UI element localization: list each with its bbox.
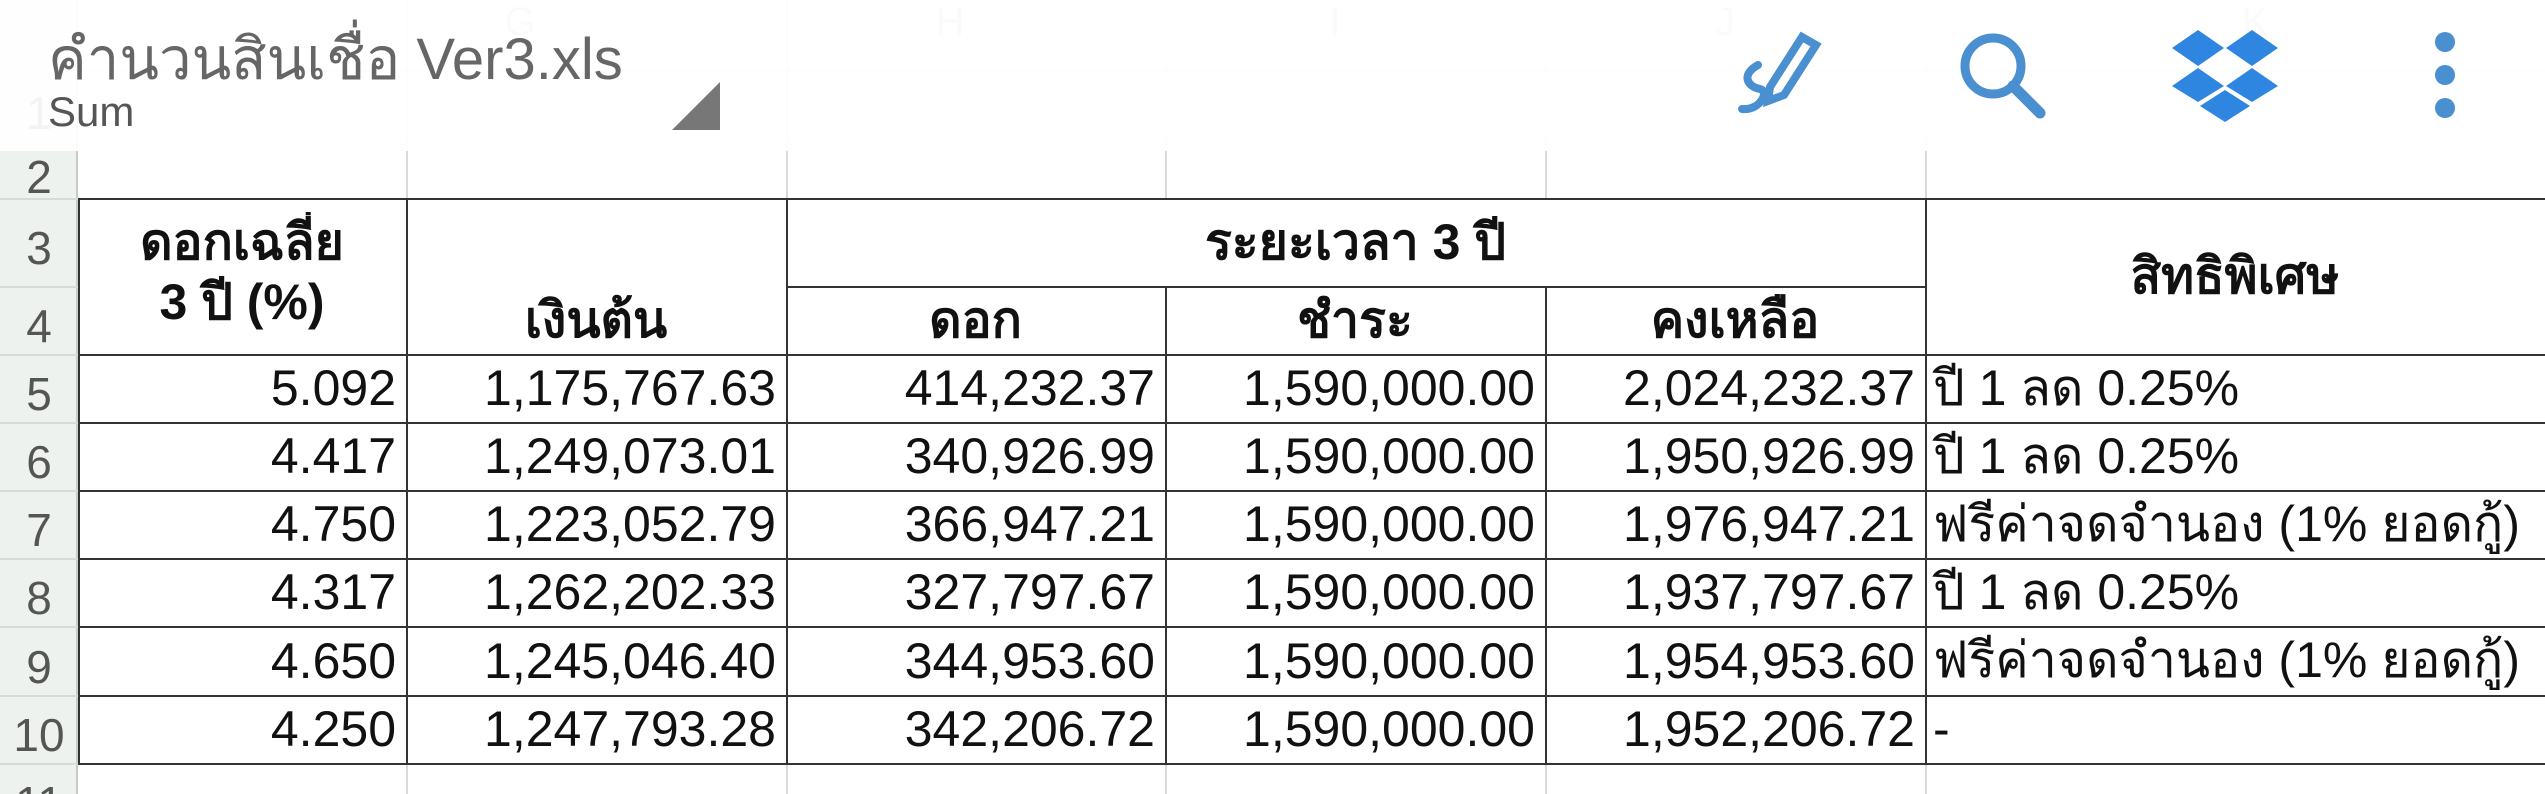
table-border [78,763,2545,765]
row-number: 8 [26,572,52,624]
table-border [78,198,80,763]
table-border [1165,286,1167,763]
file-title: คำนวนสินเชื่อ Ver3.xls [48,27,623,92]
number-cell: 4.750 [270,496,396,552]
table-border [406,198,408,763]
number-cell: 2,024,232.37 [1623,360,1915,416]
cell-function[interactable]: Sum [48,88,135,135]
column-header: คงเหลือ [1650,291,1820,348]
row-number: 3 [26,222,52,274]
row-number: 4 [26,300,52,352]
row-number: 10 [13,709,65,761]
table-border [78,198,2545,200]
number-cell: 1,249,073.01 [484,428,776,484]
number-cell: 5.092 [270,360,396,416]
number-cell: 1,590,000.00 [1243,701,1535,757]
row-number: 7 [26,504,52,556]
table-border [78,626,2545,628]
number-cell: 1,223,052.79 [484,496,776,552]
number-cell: 1,245,046.40 [484,632,776,689]
number-cell: 1,590,000.00 [1243,428,1535,484]
number-cell: 414,232.37 [904,360,1155,416]
number-cell: 4.317 [270,564,396,620]
table-border [786,286,1925,288]
table-border [78,558,2545,560]
privilege-cell: ปี 1 ลด 0.25% [1933,427,2240,484]
number-cell: 1,590,000.00 [1243,360,1535,416]
number-cell: 327,797.67 [904,564,1155,620]
rate-header: 3 ปี (%) [159,273,325,330]
number-cell: 4.417 [270,428,396,484]
period-header: ระยะเวลา 3 ปี [1204,213,1507,270]
number-cell: 366,947.21 [904,496,1155,552]
table-border [78,354,2545,356]
privilege-cell: ปี 1 ลด 0.25% [1933,563,2240,620]
number-cell: 1,952,206.72 [1623,701,1915,757]
privilege-cell: ปี 1 ลด 0.25% [1933,359,2240,416]
privilege-cell: ฟรีค่าจดจำนอง (1% ยอดกู้) [1933,495,2520,552]
number-cell: 4.650 [270,632,396,689]
edit-icon[interactable] [1730,25,1830,125]
number-cell: 342,206.72 [904,701,1155,757]
privilege-cell: - [1933,701,1950,757]
number-cell: 1,976,947.21 [1623,496,1915,552]
table-bg [78,198,2545,763]
table-border [786,198,788,763]
table-border [78,422,2545,424]
table-border [78,490,2545,492]
privilege-cell: ฟรีค่าจดจำนอง (1% ยอดกู้) [1933,632,2520,688]
row-number: 5 [26,368,52,420]
table-border [78,695,2545,697]
number-cell: 4.250 [270,701,396,757]
column-header: เงินต้น [524,291,668,348]
number-cell: 1,590,000.00 [1243,496,1535,552]
more-menu[interactable] [2425,30,2465,120]
number-cell: 340,926.99 [904,428,1155,484]
search-icon[interactable] [1955,28,2050,123]
number-cell: 1,247,793.28 [484,701,776,757]
privilege-header: สิทธิพิเศษ [2130,247,2340,304]
number-cell: 1,590,000.00 [1243,564,1535,620]
number-cell: 1,954,953.60 [1623,632,1915,689]
row-number: 9 [26,640,52,693]
number-cell: 1,950,926.99 [1623,428,1915,484]
number-cell: 1,590,000.00 [1243,632,1535,689]
number-cell: 1,937,797.67 [1623,564,1915,620]
column-header: ชำระ [1297,291,1413,348]
row-number: 2 [26,150,52,199]
number-cell: 344,953.60 [904,632,1155,689]
dropdown-corner[interactable] [670,80,722,132]
number-cell: 1,175,767.63 [484,360,776,416]
rate-header: ดอกเฉลี่ย [140,213,344,270]
number-cell: 1,262,202.33 [484,564,776,620]
toolbar: คำนวนสินเชื่อ Ver3.xls Sum [0,0,2545,151]
column-header: ดอก [929,291,1022,348]
row-number: 6 [26,436,52,488]
table-border [1925,198,1927,763]
table-border [1545,286,1547,763]
dropbox-icon[interactable] [2170,28,2280,123]
row-number: 11 [0,763,78,794]
